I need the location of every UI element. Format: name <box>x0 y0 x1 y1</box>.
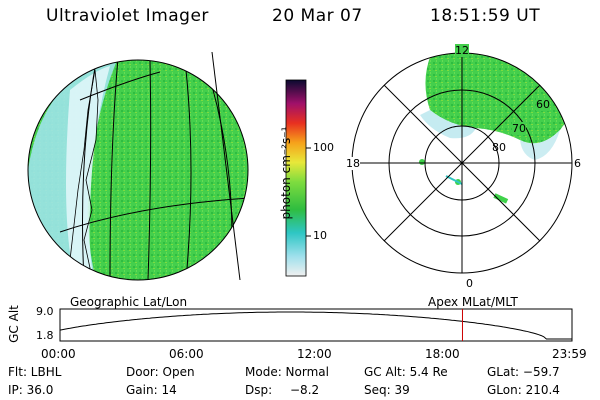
date-label: 20 Mar 07 <box>272 6 363 26</box>
colorbar-tick-10: 10 <box>313 229 327 242</box>
geographic-projection-label: Geographic Lat/Lon <box>70 295 188 309</box>
status-dsp-label: Dsp: <box>245 383 273 397</box>
apex-projection-label: Apex MLat/MLT <box>428 295 518 309</box>
colorbar-tick-100: 100 <box>313 141 334 154</box>
status-gain: Gain: 14 <box>126 383 177 397</box>
status-dsp-value: −8.2 <box>290 383 320 397</box>
status-glat: GLat: −59.7 <box>487 365 560 379</box>
lat-label-70: 70 <box>512 122 526 135</box>
status-mode: Mode: Normal <box>245 365 329 379</box>
time-label: 18:51:59 UT <box>430 6 541 26</box>
status-glon: GLon: 210.4 <box>487 383 560 397</box>
orbit-xtick-2359: 23:59 <box>552 347 587 361</box>
orbit-ytick-low: 1.8 <box>36 329 54 342</box>
orbit-xtick-1200: 12:00 <box>297 347 332 361</box>
lat-label-60: 60 <box>536 98 550 111</box>
orbit-ytick-high: 9.0 <box>36 305 54 318</box>
orbit-xtick-0000: 00:00 <box>41 347 76 361</box>
orbit-xtick-1800: 18:00 <box>425 347 460 361</box>
status-gc-alt: GC Alt: 5.4 Re <box>364 365 448 379</box>
instrument-title: Ultraviolet Imager <box>46 6 209 26</box>
lat-label-80: 80 <box>492 141 506 154</box>
mlt-label-18: 18 <box>346 157 360 170</box>
status-ip: IP: 36.0 <box>8 383 54 397</box>
status-seq: Seq: 39 <box>364 383 410 397</box>
status-door: Door: Open <box>126 365 195 379</box>
mlt-label-12: 12 <box>455 44 469 57</box>
orbit-xtick-0600: 06:00 <box>169 347 204 361</box>
status-filter: Flt: LBHL <box>8 365 62 379</box>
mlt-label-6: 6 <box>574 157 581 170</box>
mlt-label-0: 0 <box>466 277 473 290</box>
